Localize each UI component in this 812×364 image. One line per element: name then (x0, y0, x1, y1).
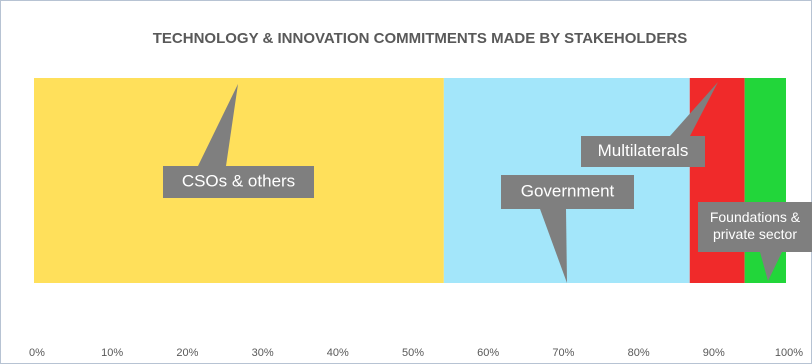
callout-csos-and-others: CSOs & others (163, 84, 314, 198)
x-tick-label: 80% (628, 347, 650, 359)
callout-label-multilaterals: Multilaterals (598, 141, 689, 160)
x-tick-label: 100% (775, 347, 803, 359)
x-axis-ticks: 0% 10% 20% 30% 40% 50% 60% 70% 80% 90% 100% (29, 347, 803, 359)
callout-pointer-csos-and-others (198, 84, 238, 166)
x-tick-label: 20% (176, 347, 198, 359)
x-tick-label: 60% (477, 347, 499, 359)
x-tick-label: 70% (552, 347, 574, 359)
callout-pointer-multilaterals (670, 82, 718, 136)
x-tick-label: 40% (327, 347, 349, 359)
callout-label-government: Government (521, 181, 615, 200)
callout-label-foundations-and-private-sector: Foundations & (710, 209, 801, 225)
x-tick-label: 50% (402, 347, 424, 359)
x-tick-label: 30% (252, 347, 274, 359)
callout-government: Government (501, 175, 634, 283)
callout-pointer-government (540, 209, 567, 283)
x-tick-label: 90% (703, 347, 725, 359)
callout-box-csos-and-others (163, 166, 314, 198)
callout-box-government (501, 175, 634, 209)
callout-box-multilaterals (581, 136, 705, 167)
callouts: CSOs & others Government Multilaterals Foun… (163, 82, 812, 283)
callout-pointer-foundations-and-private-sector (760, 252, 782, 281)
callout-foundations-and-private-sector: Foundations &private sector (698, 202, 812, 281)
callout-label-foundations-and-private-sector: private sector (713, 226, 797, 242)
callout-multilaterals: Multilaterals (581, 82, 718, 167)
chart-title: TECHNOLOGY & INNOVATION COMMITMENTS MADE… (153, 30, 687, 47)
callout-box-foundations-and-private-sector (698, 202, 812, 252)
bar-stack (34, 78, 786, 283)
x-tick-label: 0% (29, 347, 45, 359)
callout-label-csos-and-others: CSOs & others (182, 171, 295, 190)
x-tick-label: 10% (101, 347, 123, 359)
